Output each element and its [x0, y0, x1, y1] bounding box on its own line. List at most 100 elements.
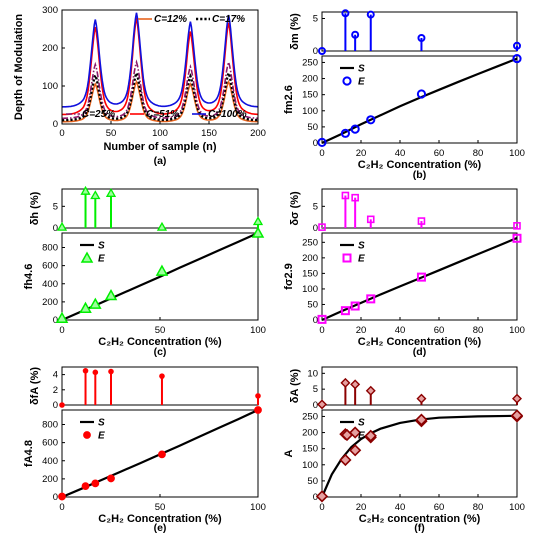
panel-label: (f): [414, 522, 425, 534]
data-point: [342, 76, 352, 86]
top-y-tick-label: 10: [307, 368, 318, 379]
delta-head: [317, 399, 327, 410]
x-tick-label: 150: [201, 128, 217, 139]
y-axis-label: Depth of Modulation: [13, 14, 25, 121]
top-y-tick-label: 5: [313, 201, 318, 212]
delta-head: [341, 9, 350, 18]
x-tick-label: 50: [155, 502, 166, 513]
panel-label: (c): [154, 346, 167, 358]
x-tick-label: 0: [59, 128, 64, 139]
legend-label-S: S: [98, 241, 105, 252]
delta-head: [318, 47, 326, 55]
data-point: [83, 431, 91, 439]
x-axis-label: Number of sample (n): [103, 141, 216, 153]
main-y-tick-label: 250: [302, 411, 318, 422]
top-y-axis-label: δm (%): [289, 13, 301, 50]
main-y-tick-label: 50: [307, 122, 318, 133]
delta-head: [351, 193, 359, 202]
legend-label: C=51%: [146, 109, 179, 120]
x-tick-label: 100: [250, 325, 266, 336]
main-y-tick-label: 150: [302, 90, 318, 101]
legend-label: C=25%: [82, 109, 115, 120]
main-y-tick-label: 400: [42, 279, 58, 290]
x-tick-label: 80: [473, 325, 484, 336]
legend-label-E: E: [98, 254, 105, 265]
data-point: [342, 253, 352, 263]
data-point: [339, 453, 352, 467]
x-tick-label: 0: [59, 502, 64, 513]
legend-label-E: E: [358, 254, 365, 265]
delta-head: [92, 369, 99, 376]
data-point: [349, 444, 362, 457]
main-y-tick-label: 150: [302, 268, 318, 279]
data-point: [315, 490, 329, 503]
main-axes-frame: [321, 409, 518, 498]
data-point: [512, 233, 522, 243]
data-point: [340, 306, 350, 316]
panel-e: 0 2 4 0 200 400 600 800 0 50 100 SE C₂H₂ Concentrati…: [23, 366, 266, 534]
y-tick-label: 200: [42, 43, 58, 54]
main-y-tick-label: 250: [302, 57, 318, 68]
main-y-axis-label: fm2.6: [283, 85, 295, 114]
data-point: [91, 479, 100, 488]
x-tick-label: 80: [473, 502, 484, 513]
legend-label: C=12%: [154, 14, 187, 25]
data-point: [55, 311, 69, 323]
delta-head: [417, 217, 426, 225]
data-point: [254, 406, 262, 414]
x-tick-label: 80: [473, 148, 484, 159]
delta-head: [351, 30, 360, 39]
top-y-tick-label: 0: [313, 400, 318, 411]
x-tick-label: 0: [319, 325, 324, 336]
x-tick-label: 20: [356, 148, 367, 159]
main-y-axis-label: fσ2.9: [283, 263, 295, 289]
delta-head: [366, 10, 375, 19]
data-point: [107, 474, 115, 483]
delta-head: [512, 393, 522, 404]
delta-head: [513, 41, 521, 50]
top-y-tick-label: 0: [313, 46, 318, 57]
main-y-tick-label: 0: [313, 315, 318, 326]
delta-head: [255, 393, 261, 399]
delta-head: [341, 191, 350, 200]
top-axes-frame: [321, 188, 518, 229]
x-tick-label: 100: [152, 128, 168, 139]
data-point: [512, 53, 522, 64]
main-y-tick-label: 200: [42, 474, 58, 485]
delta-head: [416, 393, 427, 404]
x-axis-label: C₂H₂ Concentration (%): [98, 513, 222, 525]
top-y-tick-label: 0: [53, 400, 58, 411]
x-axis-label: C₂H₂ Concentration (%): [98, 336, 222, 348]
x-tick-label: 60: [434, 325, 445, 336]
delta-head: [318, 223, 326, 231]
delta-head: [56, 221, 68, 231]
top-y-tick-label: 5: [53, 201, 58, 212]
data-point: [80, 251, 94, 263]
top-y-tick-label: 0: [313, 223, 318, 234]
data-point: [58, 492, 66, 501]
panel-label: (d): [413, 346, 426, 358]
main-y-tick-label: 800: [42, 420, 58, 431]
data-point: [510, 409, 524, 422]
data-point: [158, 450, 166, 459]
top-axes-frame: [61, 188, 259, 229]
data-point: [366, 294, 376, 304]
x-tick-label: 0: [319, 148, 324, 159]
main-y-tick-label: 0: [53, 492, 58, 503]
legend-label: C=17%: [212, 14, 245, 25]
data-point: [340, 428, 354, 442]
main-y-tick-label: 100: [302, 106, 318, 117]
delta-head: [366, 215, 375, 224]
top-y-axis-label: δσ (%): [289, 191, 301, 226]
data-point: [89, 297, 102, 309]
y-tick-label: 100: [42, 81, 58, 92]
x-tick-label: 40: [395, 325, 406, 336]
data-point: [251, 226, 265, 238]
legend-label-E: E: [358, 77, 365, 88]
legend-label-S: S: [358, 418, 365, 429]
legend-label-S: S: [98, 418, 105, 429]
data-point: [79, 301, 92, 313]
x-tick-label: 100: [250, 502, 266, 513]
